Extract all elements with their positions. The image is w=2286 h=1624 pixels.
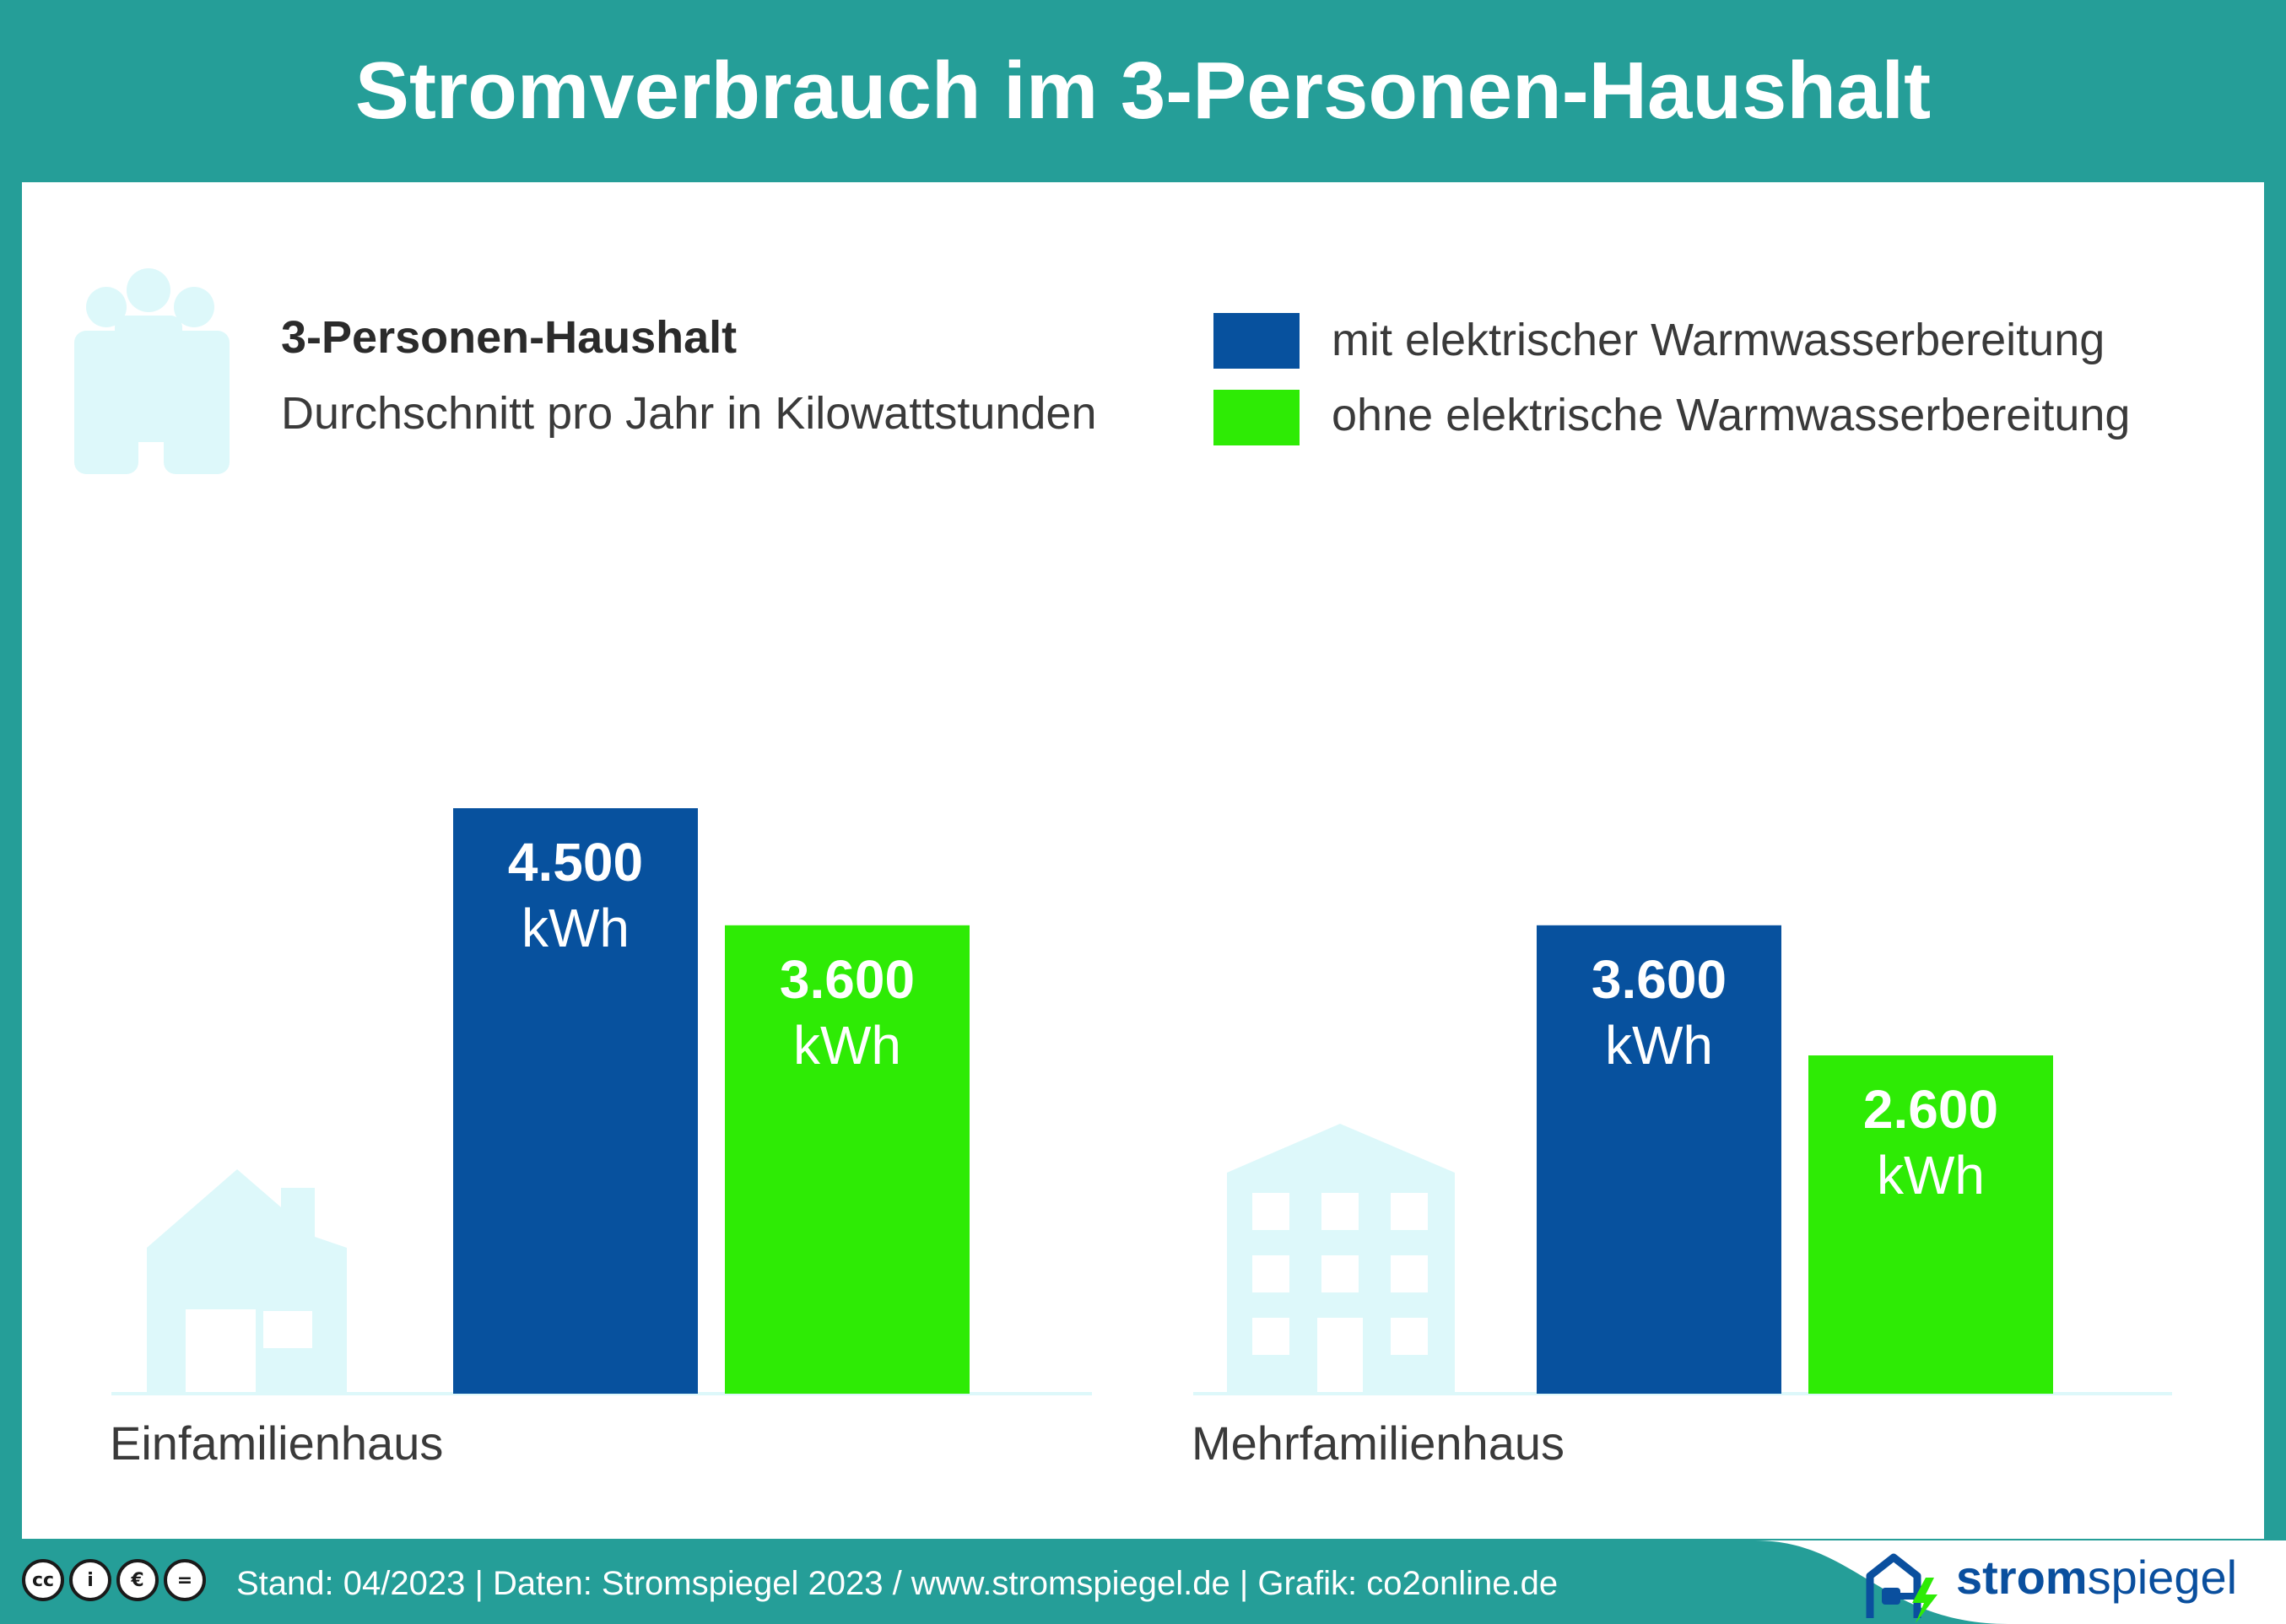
page-title: Stromverbrauch im 3-Personen-Haushalt [354,46,1932,136]
chart-panel: 3-Personen-Haushalt Durchschnitt pro Jah… [22,182,2264,1539]
bar-with-electric-einfamilienhaus [453,808,698,1394]
bar-value-label: 3.600 [1592,949,1727,1010]
nc-icon: € [116,1559,159,1601]
category-label-mehrfamilienhaus: Mehrfamilienhaus [1192,1416,1565,1470]
people-icon [74,268,230,474]
bar-unit-label: kWh [793,1015,901,1076]
building-icon [1227,1124,1455,1394]
bar-unit-label: kWh [522,898,630,958]
by-icon: i [69,1559,111,1601]
brand-logo-text: stromspiegel [1956,1535,2237,1620]
bar-value-label: 2.600 [1863,1079,1998,1140]
bar-without-electric-mehrfamilienhaus [1808,1055,2053,1394]
legend-swatch-without-electric [1213,390,1300,445]
bar-without-electric-einfamilienhaus [725,925,970,1394]
license-icons: cc i € = [22,1559,206,1606]
legend-swatch-with-electric [1213,313,1300,369]
bar-unit-label: kWh [1877,1145,1985,1206]
legend-label-without-electric: ohne elektrische Warmwasserbereitung [1332,390,2130,440]
bar-with-electric-mehrfamilienhaus [1537,925,1781,1394]
cc-icon: cc [22,1559,64,1601]
footer-bar [0,1540,2286,1624]
bar-chart: 3-Personen-Haushalt Durchschnitt pro Jah… [74,268,2172,1470]
house-icon [147,1169,347,1394]
nd-icon: = [164,1559,206,1601]
bar-value-label: 4.500 [508,832,643,893]
brand-regular: spiegel [2087,1551,2238,1604]
bar-unit-label: kWh [1605,1015,1713,1076]
legend-label-with-electric: mit elektrischer Warmwasserbereitung [1332,315,2105,365]
category-label-einfamilienhaus: Einfamilienhaus [110,1416,443,1470]
legend-heading: 3-Personen-Haushalt [281,312,737,363]
bar-value-label: 3.600 [780,949,915,1010]
brand-bold: strom [1956,1551,2088,1604]
house-plug-icon [1866,1553,1937,1623]
footer-credits: Stand: 04/2023 | Daten: Stromspiegel 202… [236,1565,1559,1602]
legend-subheading: Durchschnitt pro Jahr in Kilowattstunden [281,388,1097,439]
